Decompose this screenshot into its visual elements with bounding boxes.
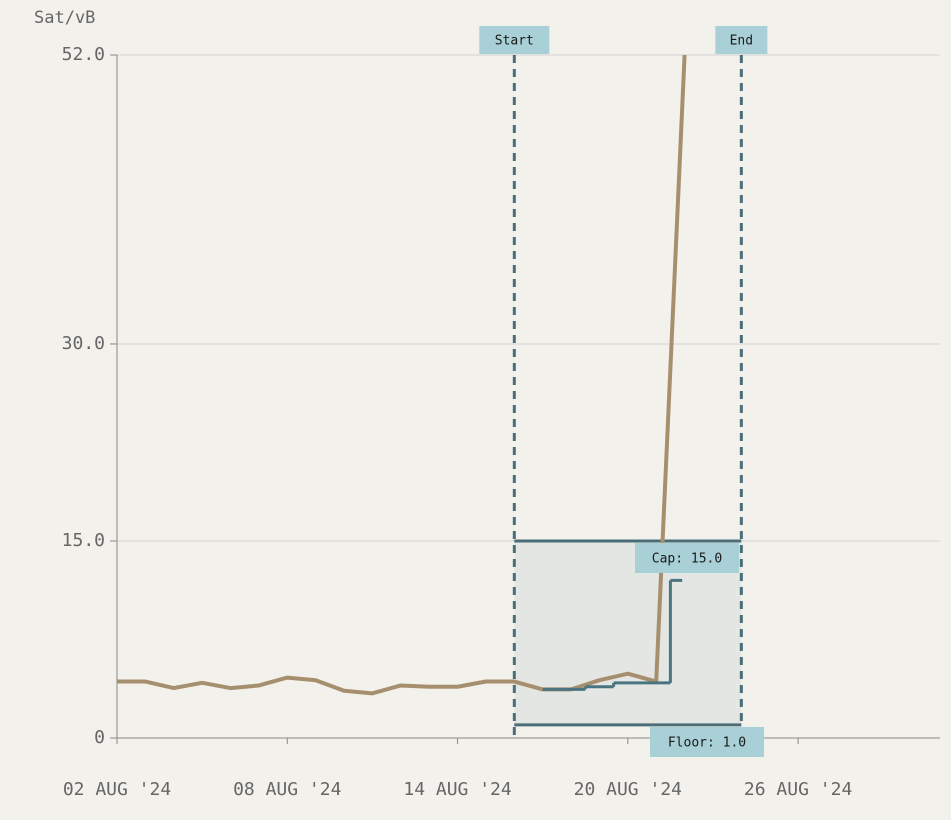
y-tick-label: 15.0 <box>62 530 105 551</box>
y-tick-label: 52.0 <box>62 44 105 65</box>
y-tick-label: 0 <box>94 727 105 748</box>
floor-label: Floor: 1.0 <box>668 736 746 751</box>
end-label: End <box>730 34 753 49</box>
x-tick-label: 26 AUG '24 <box>744 779 852 800</box>
x-tick-label: 08 AUG '24 <box>233 779 341 800</box>
y-tick-label: 30.0 <box>62 333 105 354</box>
end-label-box <box>715 26 768 54</box>
cap-label: Cap: 15.0 <box>652 551 722 566</box>
x-tick-label: 02 AUG '24 <box>63 779 171 800</box>
fee-line <box>117 54 687 696</box>
x-tick-label: 20 AUG '24 <box>574 779 682 800</box>
y-axis-label: Sat/vB <box>34 8 95 28</box>
cap-label-box <box>635 542 739 573</box>
start-label-box <box>479 26 550 54</box>
floor-label-box <box>650 727 764 757</box>
x-tick-label: 14 AUG '24 <box>403 779 511 800</box>
start-label: Start <box>495 34 534 49</box>
